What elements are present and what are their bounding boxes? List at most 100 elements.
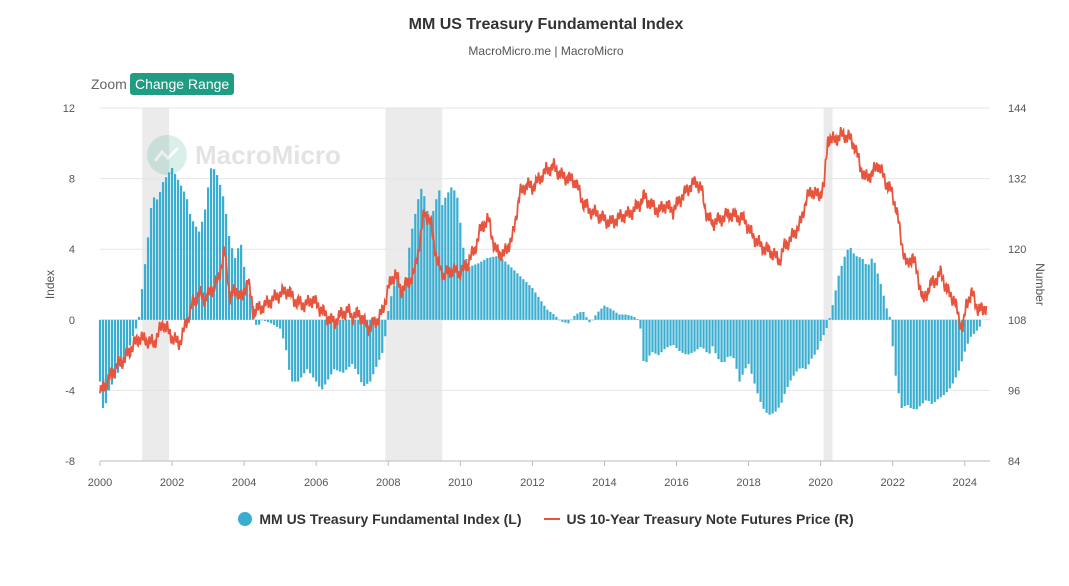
index-bar (540, 301, 543, 320)
index-bar (429, 220, 432, 320)
index-bar (954, 319, 957, 378)
index-bar (651, 319, 654, 353)
index-bar (231, 248, 234, 320)
index-bar (453, 190, 456, 320)
index-bar (426, 210, 429, 320)
x-tick-label: 2000 (88, 477, 112, 489)
index-bar (309, 319, 312, 374)
index-bar (801, 319, 804, 369)
index-bar (849, 248, 852, 320)
index-bar (372, 319, 375, 375)
index-bar (315, 319, 318, 382)
index-bar (960, 319, 963, 362)
index-bar (143, 264, 147, 320)
index-bar (366, 319, 369, 384)
index-bar (128, 319, 132, 346)
index-bar (927, 319, 930, 401)
index-bar (255, 319, 258, 325)
index-bar (555, 316, 558, 320)
index-bar (648, 319, 651, 356)
index-bar (270, 319, 273, 324)
y-right-tick-label: 144 (1008, 103, 1026, 115)
index-bar (618, 314, 621, 320)
change-range-button[interactable]: Change Range (130, 73, 235, 95)
index-bar (152, 197, 156, 320)
index-bar (339, 319, 342, 372)
index-bar (762, 319, 765, 409)
index-bar (282, 319, 285, 339)
index-bar (330, 319, 333, 375)
index-bar (345, 319, 348, 370)
index-bar (549, 311, 552, 320)
index-bar (588, 319, 591, 323)
index-bar (750, 319, 753, 374)
y-left-tick-label: 0 (69, 315, 75, 327)
index-bar (552, 314, 555, 320)
chart-legend: MM US Treasury Fundamental Index (L) US … (0, 511, 1069, 527)
index-bar (348, 319, 351, 367)
x-tick-label: 2024 (953, 477, 977, 489)
index-bar (687, 319, 690, 355)
index-bar (885, 308, 888, 320)
index-bar (333, 319, 336, 370)
index-bar (918, 319, 921, 407)
index-bar (194, 226, 198, 320)
index-bar (756, 319, 759, 394)
index-bar (216, 175, 219, 320)
macromicro-logo-icon (147, 135, 187, 175)
index-bar (438, 190, 441, 320)
y-right-tick-label: 132 (1008, 174, 1026, 186)
index-bar (909, 319, 912, 409)
futures-price-line (99, 126, 988, 394)
index-bar (789, 319, 792, 381)
legend-item-index[interactable]: MM US Treasury Fundamental Index (L) (238, 511, 522, 527)
index-bar (735, 319, 738, 369)
index-bar (534, 292, 537, 320)
index-bar (498, 257, 501, 320)
index-bar (855, 256, 858, 320)
index-bar (432, 210, 435, 320)
index-bar (276, 319, 279, 327)
index-bar (804, 319, 807, 370)
index-bar (594, 315, 597, 320)
index-bar (822, 319, 825, 336)
index-bar (492, 256, 495, 320)
index-bar (615, 312, 618, 320)
index-bar (519, 276, 522, 320)
index-bar (570, 319, 573, 321)
index-bar (843, 256, 846, 320)
index-bar (321, 319, 324, 390)
index-bar (420, 188, 423, 320)
index-bar (351, 319, 354, 364)
index-bar (825, 319, 828, 329)
index-bar (456, 197, 459, 320)
index-bar (873, 262, 876, 320)
index-bar (861, 259, 864, 320)
index-bar (942, 319, 945, 396)
index-bar (489, 257, 492, 320)
index-bar (122, 319, 126, 361)
index-bar (161, 182, 165, 320)
index-bar (447, 192, 450, 320)
x-tick-label: 2012 (520, 477, 544, 489)
index-bar (423, 196, 426, 320)
index-bar (726, 319, 729, 358)
index-bar (828, 318, 831, 320)
zoom-label: Zoom (91, 76, 127, 92)
index-bar (146, 237, 150, 320)
index-bar (303, 319, 306, 374)
index-bar (516, 273, 519, 320)
index-bar (678, 319, 681, 351)
index-bar (627, 315, 630, 320)
index-bar (711, 319, 714, 347)
legend-item-futures[interactable]: US 10-Year Treasury Note Futures Price (… (543, 511, 854, 527)
index-bar (98, 319, 102, 382)
legend-label-futures: US 10-Year Treasury Note Futures Price (… (566, 511, 854, 527)
index-bar (633, 317, 636, 320)
index-bar (714, 319, 717, 354)
index-bar (191, 221, 195, 320)
index-bar (525, 282, 528, 320)
index-bar (116, 319, 120, 373)
index-bar (657, 319, 660, 356)
